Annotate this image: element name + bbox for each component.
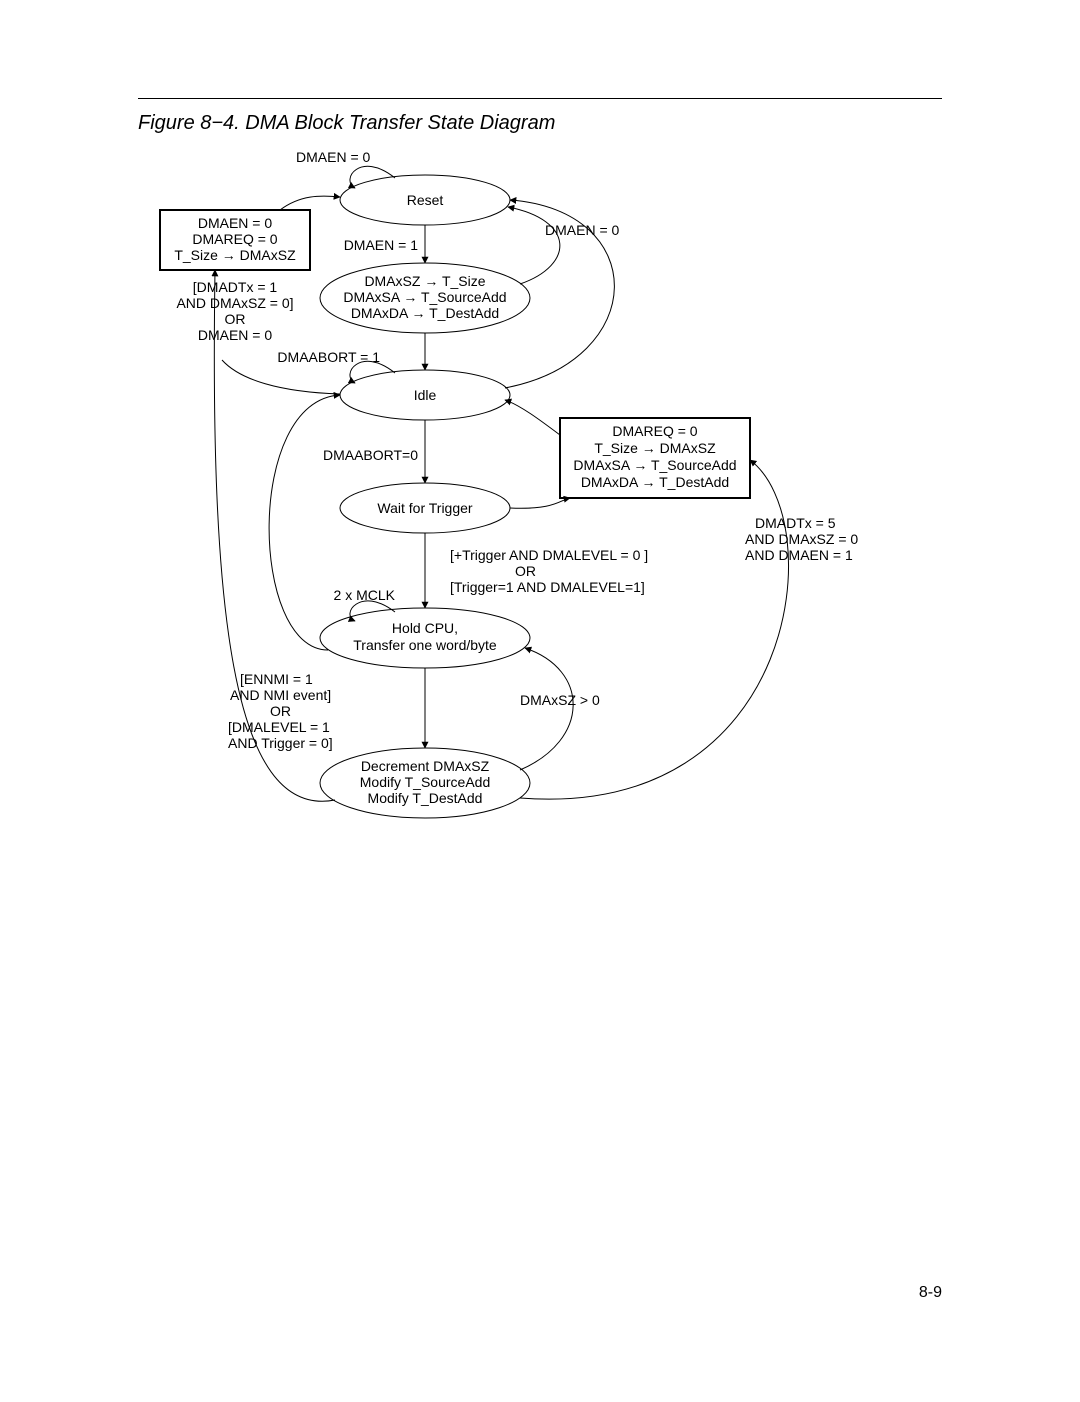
node-wait-label: Wait for Trigger — [377, 500, 473, 516]
node-decr-l3: Modify T_DestAdd — [368, 790, 483, 806]
edge-decr-hold — [520, 648, 573, 770]
node-init-l3: DMAxDA → T_DestAdd — [351, 305, 499, 321]
label-dmaen1: DMAEN = 1 — [344, 237, 419, 253]
label-szgt0: DMAxSZ > 0 — [520, 692, 600, 708]
edge-rightbox-idle — [505, 400, 560, 435]
label-wth1: [+Trigger AND DMALEVEL = 0 ] — [450, 547, 648, 563]
leftbox-l3: T_Size → DMAxSZ — [174, 247, 296, 263]
label-dmaabort0: DMAABORT=0 — [323, 447, 418, 463]
rightbox-l2: T_Size → DMAxSZ — [594, 440, 716, 456]
label-2mclk: 2 x MCLK — [334, 587, 396, 603]
node-hold-l1: Hold CPU, — [392, 620, 458, 636]
state-diagram: Reset DMAxSZ → T_Size DMAxSA → T_SourceA… — [0, 0, 1080, 1402]
label-rloop1: DMADTx = 5 — [755, 515, 836, 531]
node-init-l1: DMAxSZ → T_Size — [364, 273, 485, 289]
node-reset-label: Reset — [407, 192, 444, 208]
node-hold-l2: Transfer one word/byte — [353, 637, 497, 653]
leftbox-l1: DMAEN = 0 — [198, 215, 273, 231]
label-lbb-3: DMAEN = 0 — [198, 327, 273, 343]
node-idle-label: Idle — [414, 387, 437, 403]
page-number: 8-9 — [919, 1284, 942, 1302]
rightbox-l3: DMAxSA → T_SourceAdd — [573, 457, 736, 473]
label-dmaabort1: DMAABORT = 1 — [277, 349, 380, 365]
page: Figure 8−4. DMA Block Transfer State Dia… — [0, 0, 1080, 1397]
label-lbb-or: OR — [225, 311, 246, 327]
label-h2i-3: [DMALEVEL = 1 — [228, 719, 330, 735]
node-decr-l1: Decrement DMAxSZ — [361, 758, 490, 774]
label-rloop3: AND DMAEN = 1 — [745, 547, 853, 563]
label-h2i-1: [ENNMI = 1 — [240, 671, 313, 687]
node-decr-l2: Modify T_SourceAdd — [360, 774, 490, 790]
rightbox-l4: DMAxDA → T_DestAdd — [581, 474, 729, 490]
edge-decr-rightbox — [520, 460, 789, 799]
label-lbb-2: AND DMAxSZ = 0] — [176, 295, 293, 311]
edge-wait-rightbox — [510, 498, 570, 508]
label-rloop2: AND DMAxSZ = 0 — [745, 531, 858, 547]
label-h2i-4: AND Trigger = 0] — [228, 735, 333, 751]
rightbox-l1: DMAREQ = 0 — [612, 423, 697, 439]
label-lbb-1: [DMADTx = 1 — [193, 279, 278, 295]
node-init-l2: DMAxSA → T_SourceAdd — [343, 289, 506, 305]
edge-init-reset — [508, 207, 560, 284]
label-self-reset: DMAEN = 0 — [296, 149, 371, 165]
label-h2i-2: AND NMI event] — [230, 687, 331, 703]
leftbox-l2: DMAREQ = 0 — [192, 231, 277, 247]
label-h2i-or: OR — [270, 703, 291, 719]
label-wth-or: OR — [515, 563, 536, 579]
label-wth2: [Trigger=1 AND DMALEVEL=1] — [450, 579, 645, 595]
edge-idle-leftbox — [222, 360, 340, 394]
edge-leftbox-reset — [280, 196, 340, 210]
edge-hold-idle — [269, 395, 340, 650]
